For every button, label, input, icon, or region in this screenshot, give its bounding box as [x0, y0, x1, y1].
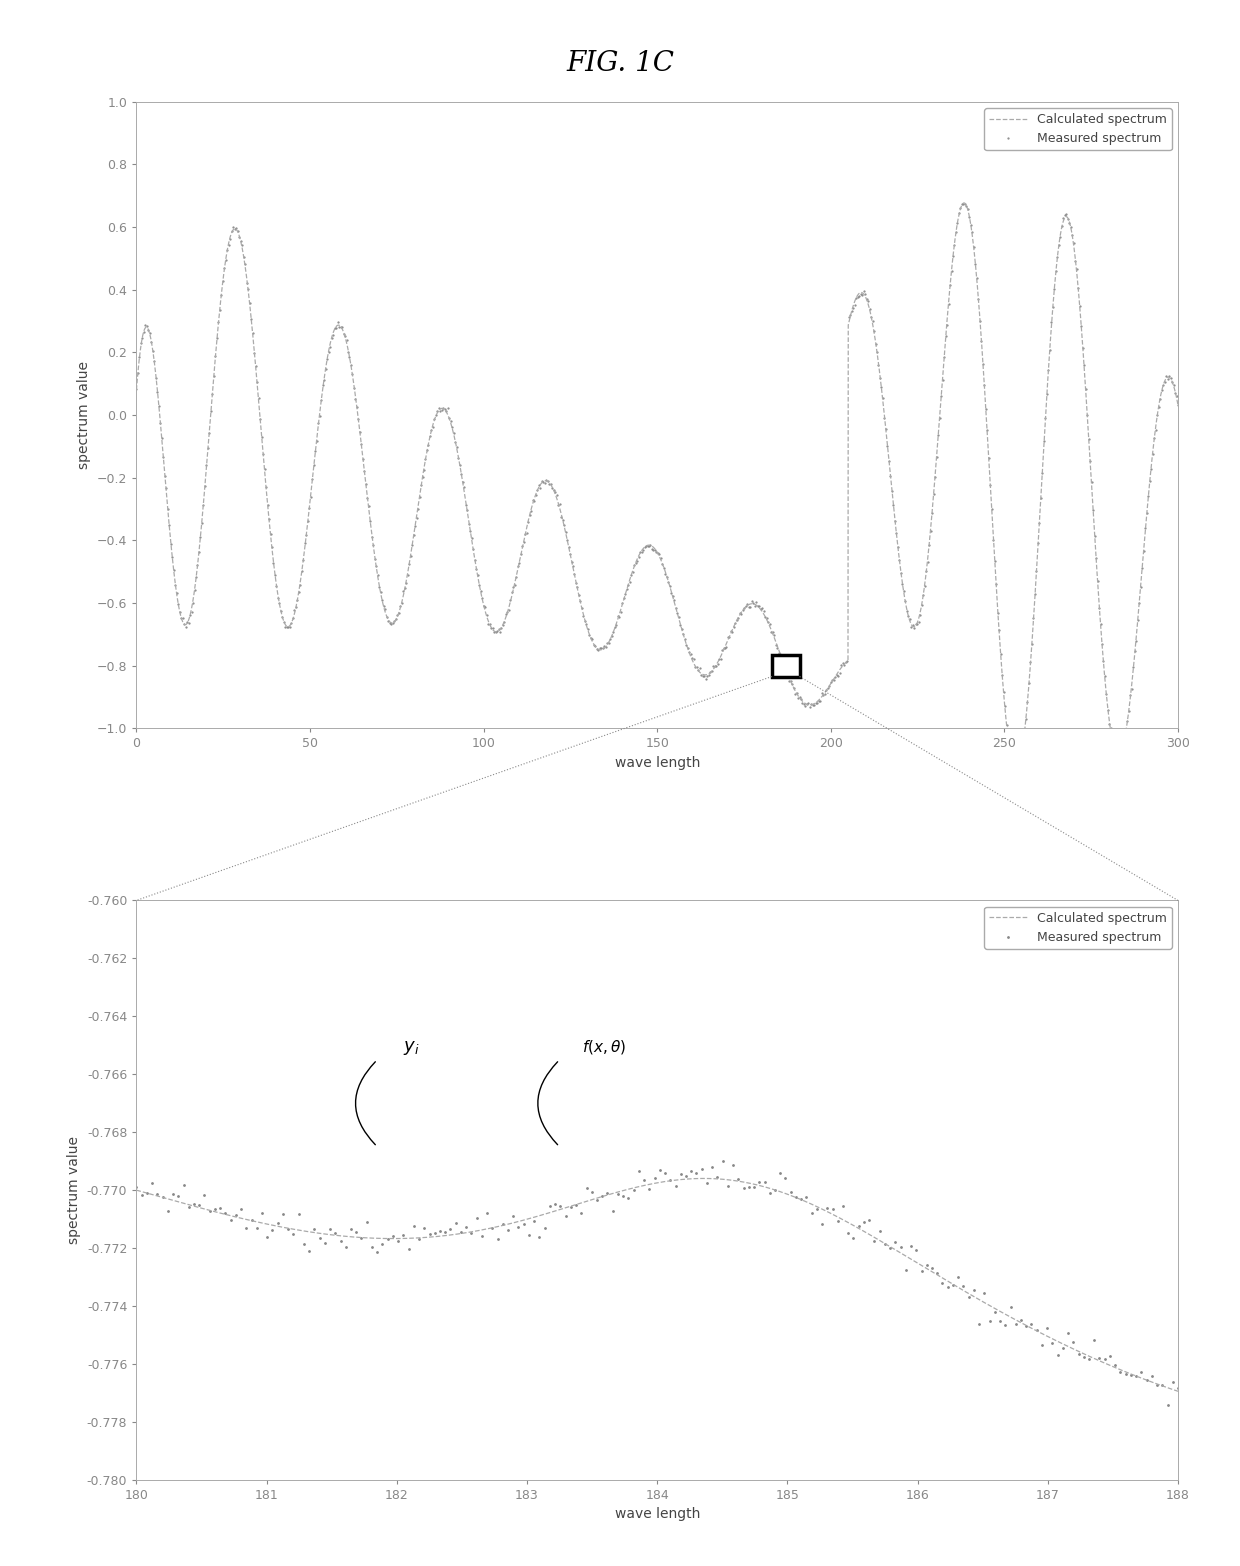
Calculated spectrum — [129, 1181, 144, 1200]
Y-axis label: spectrum value: spectrum value — [77, 362, 92, 468]
Measured spectrum — [322, 1218, 337, 1237]
Calculated spectrum — [624, 565, 639, 584]
Measured spectrum — [1171, 396, 1185, 415]
X-axis label: wave length: wave length — [615, 1508, 699, 1522]
Calculated spectrum — [129, 381, 144, 399]
Measured spectrum — [192, 1196, 207, 1215]
Bar — [771, 655, 800, 677]
Calculated spectrum — [575, 601, 590, 620]
Measured spectrum — [1086, 1331, 1101, 1350]
Text: FIG. 1C: FIG. 1C — [565, 50, 675, 77]
Measured spectrum — [813, 691, 828, 709]
Calculated spectrum — [1087, 526, 1102, 545]
Measured spectrum — [459, 495, 474, 514]
Calculated spectrum — [567, 564, 582, 583]
Measured spectrum — [383, 615, 398, 634]
Line: Calculated spectrum: Calculated spectrum — [136, 204, 1178, 770]
Calculated spectrum — [267, 1217, 281, 1236]
Legend: Calculated spectrum, Measured spectrum: Calculated spectrum, Measured spectrum — [985, 907, 1172, 949]
Measured spectrum — [1171, 1380, 1185, 1398]
Measured spectrum — [407, 1217, 422, 1236]
Calculated spectrum — [305, 1223, 320, 1242]
Measured spectrum — [956, 194, 971, 213]
Measured spectrum — [1161, 1395, 1176, 1414]
Calculated spectrum — [480, 1220, 495, 1239]
Measured spectrum — [171, 1187, 186, 1206]
Measured spectrum — [715, 1153, 730, 1171]
Text: $y_i$: $y_i$ — [403, 1040, 420, 1057]
X-axis label: wave length: wave length — [615, 756, 699, 770]
Line: Measured spectrum: Measured spectrum — [135, 1160, 1179, 1406]
Line: Calculated spectrum: Calculated spectrum — [136, 1179, 1178, 1391]
Measured spectrum — [423, 428, 438, 446]
Calculated spectrum — [676, 1170, 691, 1189]
Measured spectrum — [940, 316, 955, 335]
Text: $f(x, \theta)$: $f(x, \theta)$ — [582, 1038, 626, 1055]
Measured spectrum — [1070, 279, 1085, 298]
Calculated spectrum — [696, 1170, 711, 1189]
Calculated spectrum — [885, 492, 900, 511]
Y-axis label: spectrum value: spectrum value — [67, 1137, 82, 1243]
Line: Measured spectrum: Measured spectrum — [135, 204, 1179, 772]
Measured spectrum — [1009, 761, 1024, 780]
Calculated spectrum — [1008, 761, 1023, 780]
Calculated spectrum — [956, 194, 971, 213]
Measured spectrum — [129, 379, 144, 398]
Calculated spectrum — [580, 1192, 595, 1211]
Calculated spectrum — [1171, 1381, 1185, 1400]
Calculated spectrum — [699, 1170, 714, 1189]
Calculated spectrum — [1171, 396, 1185, 415]
Legend: Calculated spectrum, Measured spectrum: Calculated spectrum, Measured spectrum — [985, 108, 1172, 150]
Calculated spectrum — [1140, 507, 1154, 526]
Measured spectrum — [129, 1178, 144, 1196]
Measured spectrum — [1123, 1366, 1138, 1384]
